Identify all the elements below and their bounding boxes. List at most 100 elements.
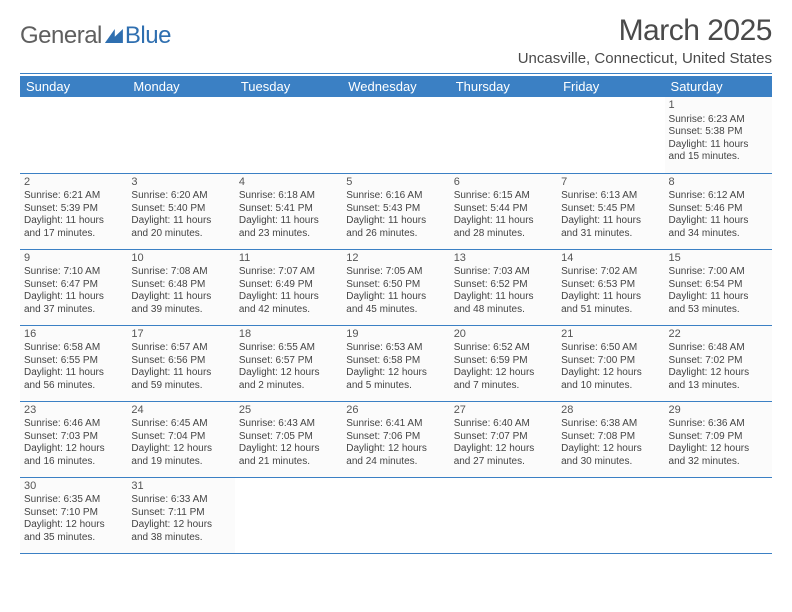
daylight-text: Daylight: 12 hours [669,443,768,456]
day-number: 31 [131,480,230,494]
sunset-text: Sunset: 7:04 PM [131,431,230,444]
day-cell: 14Sunrise: 7:02 AMSunset: 6:53 PMDayligh… [557,249,664,325]
daylight-text: Daylight: 12 hours [131,443,230,456]
sunset-text: Sunset: 5:39 PM [24,203,123,216]
sunrise-text: Sunrise: 7:03 AM [454,266,553,279]
daylight-text: and 39 minutes. [131,304,230,317]
week-row: 1Sunrise: 6:23 AMSunset: 5:38 PMDaylight… [20,97,772,173]
sunrise-text: Sunrise: 6:48 AM [669,342,768,355]
sunrise-text: Sunrise: 6:35 AM [24,494,123,507]
daylight-text: and 56 minutes. [24,380,123,393]
day-cell: 16Sunrise: 6:58 AMSunset: 6:55 PMDayligh… [20,325,127,401]
col-tuesday: Tuesday [235,76,342,97]
day-cell [665,477,772,553]
day-cell: 6Sunrise: 6:15 AMSunset: 5:44 PMDaylight… [450,173,557,249]
sunrise-text: Sunrise: 6:18 AM [239,190,338,203]
day-cell: 21Sunrise: 6:50 AMSunset: 7:00 PMDayligh… [557,325,664,401]
day-number: 4 [239,176,338,190]
day-cell: 10Sunrise: 7:08 AMSunset: 6:48 PMDayligh… [127,249,234,325]
calendar-table: Sunday Monday Tuesday Wednesday Thursday… [20,76,772,554]
day-number: 9 [24,252,123,266]
sunrise-text: Sunrise: 7:05 AM [346,266,445,279]
daylight-text: Daylight: 12 hours [239,367,338,380]
sunrise-text: Sunrise: 6:41 AM [346,418,445,431]
daylight-text: and 26 minutes. [346,228,445,241]
logo-text-general: General [20,22,102,50]
sunset-text: Sunset: 5:41 PM [239,203,338,216]
sunrise-text: Sunrise: 7:07 AM [239,266,338,279]
daylight-text: Daylight: 11 hours [669,291,768,304]
sunrise-text: Sunrise: 6:23 AM [669,114,768,127]
sunset-text: Sunset: 6:49 PM [239,279,338,292]
daylight-text: Daylight: 11 hours [454,215,553,228]
daylight-text: Daylight: 12 hours [239,443,338,456]
sunset-text: Sunset: 6:57 PM [239,355,338,368]
day-cell: 24Sunrise: 6:45 AMSunset: 7:04 PMDayligh… [127,401,234,477]
sunset-text: Sunset: 6:56 PM [131,355,230,368]
day-number: 22 [669,328,768,342]
day-number: 2 [24,176,123,190]
day-cell [557,97,664,173]
sunset-text: Sunset: 6:52 PM [454,279,553,292]
sunrise-text: Sunrise: 6:33 AM [131,494,230,507]
daylight-text: and 21 minutes. [239,456,338,469]
col-sunday: Sunday [20,76,127,97]
daylight-text: Daylight: 12 hours [131,519,230,532]
sunset-text: Sunset: 7:03 PM [24,431,123,444]
header-rule [20,73,772,74]
daylight-text: Daylight: 12 hours [24,519,123,532]
day-cell: 26Sunrise: 6:41 AMSunset: 7:06 PMDayligh… [342,401,449,477]
sunrise-text: Sunrise: 6:58 AM [24,342,123,355]
sunset-text: Sunset: 7:07 PM [454,431,553,444]
day-cell: 18Sunrise: 6:55 AMSunset: 6:57 PMDayligh… [235,325,342,401]
day-number: 16 [24,328,123,342]
daylight-text: and 35 minutes. [24,532,123,545]
daylight-text: Daylight: 12 hours [24,443,123,456]
day-cell: 19Sunrise: 6:53 AMSunset: 6:58 PMDayligh… [342,325,449,401]
sunrise-text: Sunrise: 6:13 AM [561,190,660,203]
daylight-text: Daylight: 11 hours [454,291,553,304]
daylight-text: and 13 minutes. [669,380,768,393]
daylight-text: and 34 minutes. [669,228,768,241]
day-number: 7 [561,176,660,190]
week-row: 30Sunrise: 6:35 AMSunset: 7:10 PMDayligh… [20,477,772,553]
day-cell: 1Sunrise: 6:23 AMSunset: 5:38 PMDaylight… [665,97,772,173]
daylight-text: and 48 minutes. [454,304,553,317]
col-friday: Friday [557,76,664,97]
daylight-text: and 42 minutes. [239,304,338,317]
daylight-text: Daylight: 11 hours [131,367,230,380]
day-cell: 31Sunrise: 6:33 AMSunset: 7:11 PMDayligh… [127,477,234,553]
day-cell: 13Sunrise: 7:03 AMSunset: 6:52 PMDayligh… [450,249,557,325]
day-number: 15 [669,252,768,266]
sunrise-text: Sunrise: 6:38 AM [561,418,660,431]
day-cell: 28Sunrise: 6:38 AMSunset: 7:08 PMDayligh… [557,401,664,477]
day-number: 25 [239,404,338,418]
calendar-page: { "logo": { "part1": "General", "part2":… [0,0,792,612]
daylight-text: Daylight: 11 hours [24,215,123,228]
daylight-text: and 2 minutes. [239,380,338,393]
day-cell: 17Sunrise: 6:57 AMSunset: 6:56 PMDayligh… [127,325,234,401]
daylight-text: and 51 minutes. [561,304,660,317]
daylight-text: Daylight: 11 hours [346,215,445,228]
day-cell: 11Sunrise: 7:07 AMSunset: 6:49 PMDayligh… [235,249,342,325]
day-number: 17 [131,328,230,342]
daylight-text: and 27 minutes. [454,456,553,469]
day-cell [342,477,449,553]
daylight-text: Daylight: 11 hours [561,291,660,304]
sunset-text: Sunset: 7:06 PM [346,431,445,444]
week-row: 2Sunrise: 6:21 AMSunset: 5:39 PMDaylight… [20,173,772,249]
day-number: 24 [131,404,230,418]
sunrise-text: Sunrise: 6:55 AM [239,342,338,355]
sunrise-text: Sunrise: 7:00 AM [669,266,768,279]
day-cell: 5Sunrise: 6:16 AMSunset: 5:43 PMDaylight… [342,173,449,249]
sunrise-text: Sunrise: 6:52 AM [454,342,553,355]
daylight-text: and 24 minutes. [346,456,445,469]
day-number: 30 [24,480,123,494]
sunset-text: Sunset: 5:46 PM [669,203,768,216]
daylight-text: Daylight: 12 hours [454,367,553,380]
sunrise-text: Sunrise: 6:40 AM [454,418,553,431]
sunset-text: Sunset: 5:45 PM [561,203,660,216]
sunrise-text: Sunrise: 7:08 AM [131,266,230,279]
day-number: 20 [454,328,553,342]
sunrise-text: Sunrise: 6:36 AM [669,418,768,431]
